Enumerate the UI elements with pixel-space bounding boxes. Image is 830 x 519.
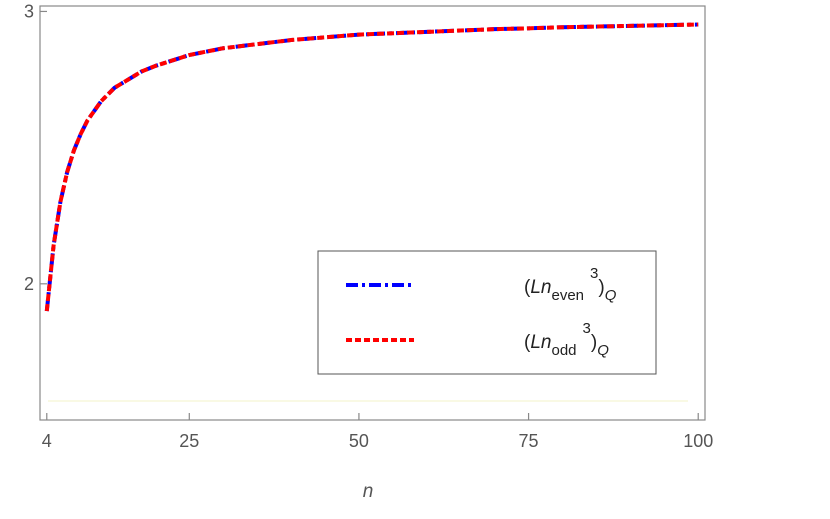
y-tick-label: 3 (24, 1, 34, 21)
y-axis: 23 (24, 1, 47, 294)
series-layer (44, 22, 699, 312)
x-axis: 4 25 50 75 100 (42, 413, 713, 451)
legend: (Lneven3)Q (Lnodd3)Q (317, 250, 657, 375)
legend-label-odd: (Lnodd3)Q (524, 320, 609, 359)
x-axis-label: n (363, 481, 374, 502)
x-tick-label: 100 (683, 431, 713, 451)
series-odd-line (44, 22, 699, 312)
legend-box (317, 250, 657, 375)
y-tick-label: 2 (24, 274, 34, 294)
legend-label-even: (Lneven3)Q (524, 265, 617, 304)
x-tick-label: 25 (179, 431, 199, 451)
plot-frame (39, 5, 706, 421)
x-tick-label: 75 (519, 431, 539, 451)
x-tick-label: 50 (349, 431, 369, 451)
x-tick-label: 4 (42, 431, 52, 451)
